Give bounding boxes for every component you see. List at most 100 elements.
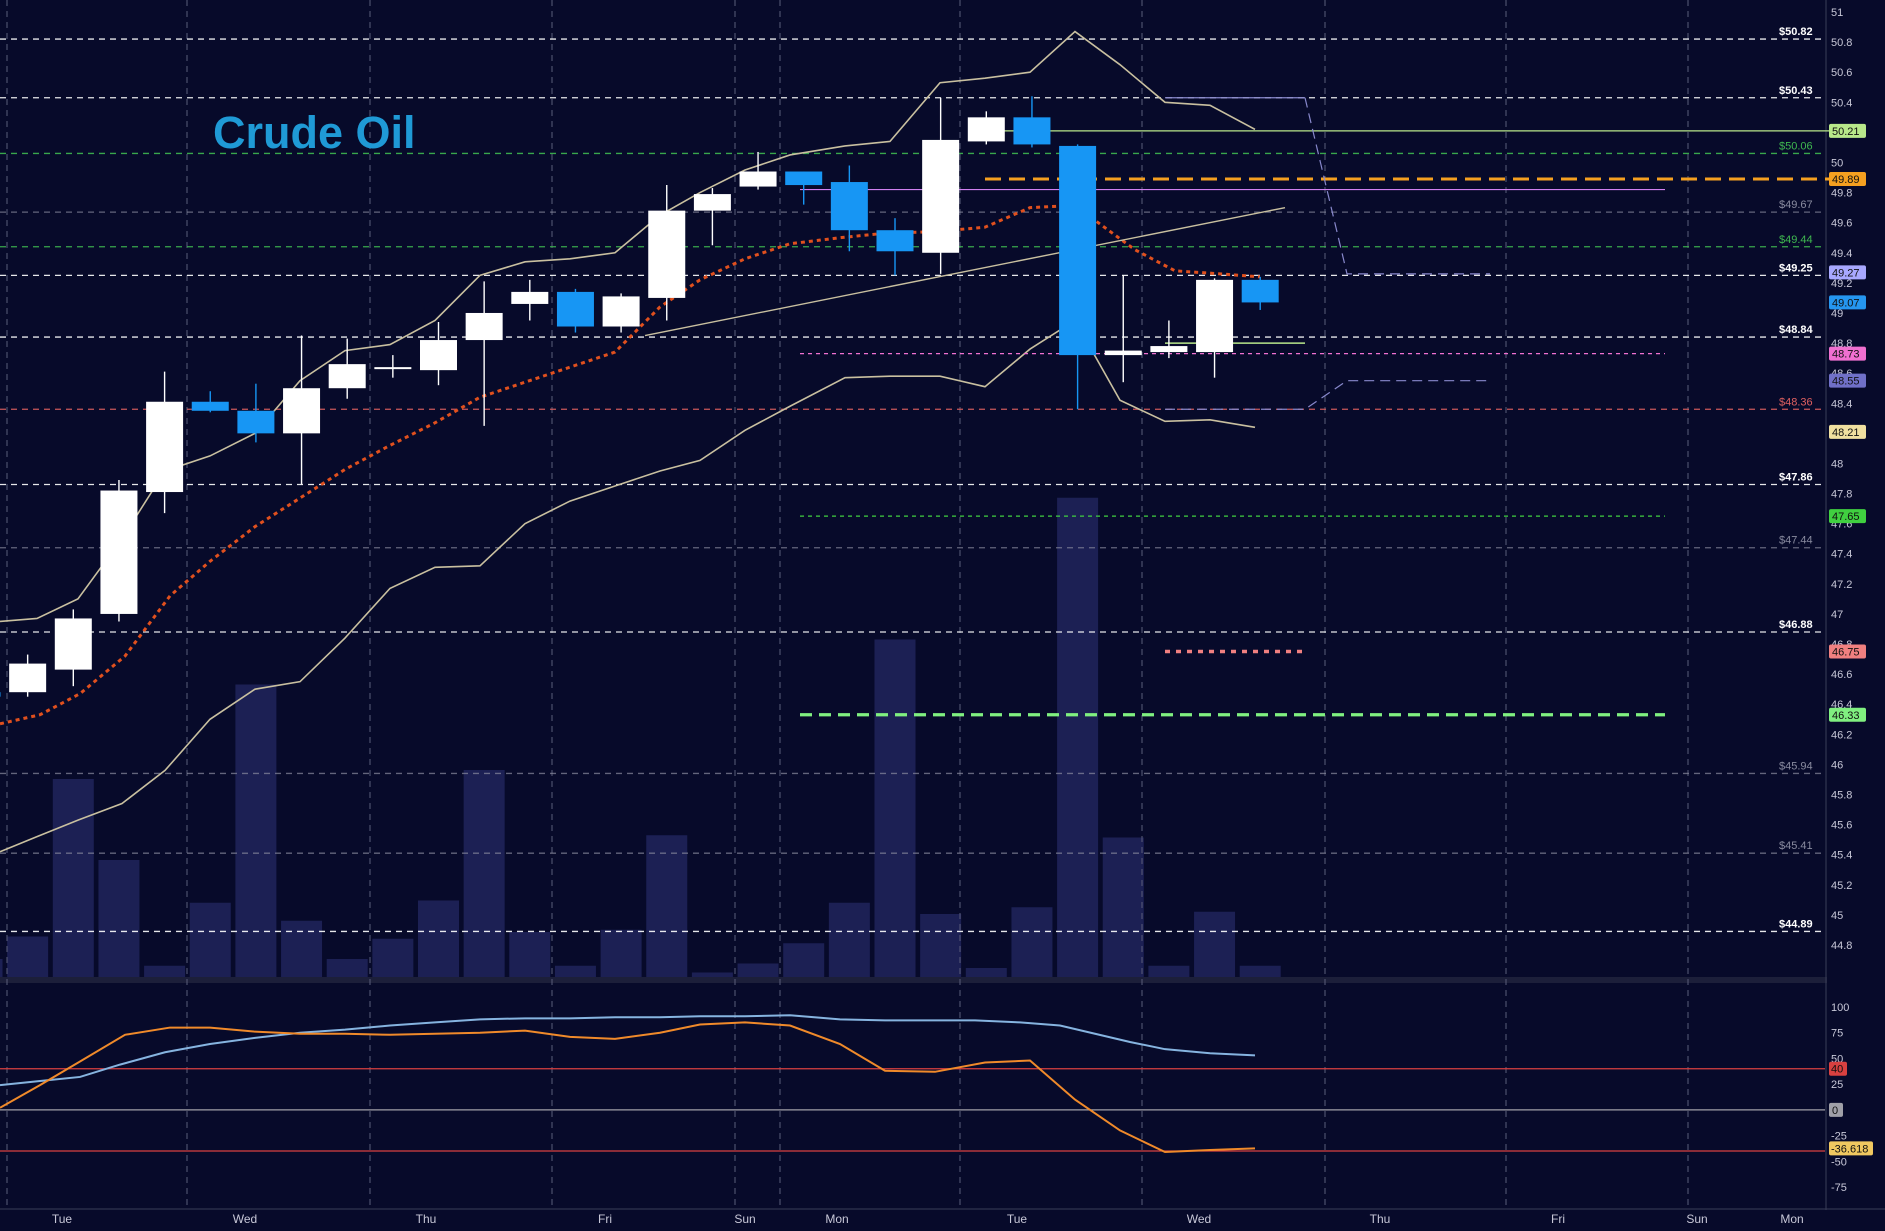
candle-body-up <box>602 296 640 327</box>
price-badge-label: 49.27 <box>1832 267 1860 279</box>
volume-bar <box>1057 497 1099 977</box>
price-tick-label: 51 <box>1831 7 1843 19</box>
oscillator-tick-label: 25 <box>1831 1079 1843 1091</box>
volume-bar <box>965 968 1007 977</box>
price-tick-label: 50.4 <box>1831 97 1852 109</box>
price-badge-label: 48.73 <box>1832 349 1860 361</box>
price-badge <box>1829 509 1866 524</box>
candle-body-down <box>830 182 868 231</box>
candle-body-down <box>1013 117 1051 145</box>
bollinger-lower-line <box>0 319 1256 853</box>
price-tick-label: 45.8 <box>1831 790 1852 802</box>
time-axis: Tue Wed Thu Fri Sun Mon Tue Wed Thu Fri Sun Mon <box>52 1212 1804 1226</box>
price-badge-label: 46.75 <box>1832 647 1860 659</box>
candle-body-up <box>967 117 1005 142</box>
panel-divider <box>0 977 1827 983</box>
volume-bar <box>646 835 688 977</box>
volume-bar <box>691 972 733 977</box>
volume-bar <box>1148 965 1190 977</box>
price-level-label: $45.94 <box>1779 760 1813 772</box>
price-level-label: $48.36 <box>1779 396 1813 408</box>
time-tick-label: Tue <box>52 1212 73 1226</box>
price-level-label: $50.43 <box>1779 85 1813 97</box>
time-tick-label: Thu <box>416 1212 437 1226</box>
price-level-label: $48.84 <box>1779 324 1814 336</box>
price-level-label: $47.44 <box>1779 535 1813 547</box>
trend-line <box>644 206 1286 337</box>
candle-body-up <box>54 618 92 670</box>
volume-bar <box>1102 837 1144 977</box>
oscillator-tick-label: -75 <box>1831 1182 1847 1194</box>
price-badge <box>1829 707 1866 722</box>
candle-body-up <box>374 367 412 370</box>
price-tick-label: 48.4 <box>1831 398 1852 410</box>
candle-body-up <box>1196 279 1234 353</box>
candle-body-up <box>922 139 960 253</box>
candlesticks <box>0 96 1279 697</box>
price-tick-label: 50.8 <box>1831 37 1852 49</box>
price-badge <box>1829 172 1866 187</box>
price-tick-label: 45 <box>1831 910 1843 922</box>
chart-title: Crude Oil <box>213 107 416 158</box>
vwap-line <box>0 204 1261 726</box>
oscillator-tick-label: -50 <box>1831 1156 1847 1168</box>
volume-bar <box>463 770 505 977</box>
candle-body-down <box>556 291 594 327</box>
price-level-label: $46.88 <box>1779 619 1813 631</box>
volume-bar <box>509 932 551 977</box>
price-tick-label: 45.4 <box>1831 850 1852 862</box>
volume-bar <box>326 959 368 977</box>
bollinger-upper-line <box>0 30 1256 623</box>
time-tick-label: Sun <box>734 1212 755 1226</box>
volume-bar <box>0 959 3 977</box>
volume-bar <box>372 938 414 977</box>
volume-bar <box>783 943 825 977</box>
volume-bar <box>1194 911 1236 977</box>
price-badge-label: 48.21 <box>1832 427 1860 439</box>
price-tick-label: 46.6 <box>1831 669 1852 681</box>
volume-bars <box>0 497 1281 977</box>
price-badge-label: 49.07 <box>1832 297 1860 309</box>
candle-body-down <box>237 410 275 434</box>
oscillator-badge-top-label: 40 <box>1831 1064 1843 1076</box>
price-badge-label: 49.89 <box>1832 174 1860 186</box>
volume-bar <box>874 639 916 977</box>
volume-bar <box>98 860 140 977</box>
price-tick-label: 46.2 <box>1831 729 1852 741</box>
price-badge-label: 48.55 <box>1832 376 1860 388</box>
price-level-label: $47.86 <box>1779 472 1813 484</box>
candle-body-up <box>739 171 777 187</box>
price-level-label: $44.89 <box>1779 918 1813 930</box>
oscillator-badge-value <box>1829 1141 1873 1156</box>
price-badge-label: 46.33 <box>1832 710 1860 722</box>
oscillator-tick-label: -25 <box>1831 1131 1847 1143</box>
candle-body-up <box>146 401 184 493</box>
projection-path-lower <box>1165 380 1490 410</box>
time-tick-label: Wed <box>233 1212 257 1226</box>
candle-body-up <box>465 312 503 341</box>
time-tick-label: Mon <box>1780 1212 1803 1226</box>
price-badge <box>1829 373 1866 388</box>
price-tick-label: 45.6 <box>1831 820 1852 832</box>
volume-bar <box>144 965 186 977</box>
candle-body-down <box>0 692 1 697</box>
time-tick-label: Fri <box>598 1212 612 1226</box>
time-tick-label: Tue <box>1007 1212 1028 1226</box>
oscillator-badge-value-label: -36.618 <box>1831 1143 1868 1155</box>
price-badge <box>1829 424 1866 439</box>
candle-body-up <box>328 364 366 389</box>
price-level-label: $50.82 <box>1779 26 1813 38</box>
candle-body-up <box>1104 350 1142 356</box>
price-levels: $50.82 $50.43 $50.06 $49.67 $49.44 $49.25 $48.… <box>0 26 1825 933</box>
candle-body-down <box>1059 145 1097 356</box>
time-tick-label: Wed <box>1187 1212 1211 1226</box>
price-level-label: $45.41 <box>1779 840 1813 852</box>
price-badge <box>1829 346 1866 361</box>
time-tick-label: Fri <box>1551 1212 1565 1226</box>
price-level-label: $49.44 <box>1779 234 1813 246</box>
time-tick-label: Mon <box>825 1212 848 1226</box>
candle-body-down <box>785 171 823 186</box>
price-tick-label: 49.6 <box>1831 218 1852 230</box>
